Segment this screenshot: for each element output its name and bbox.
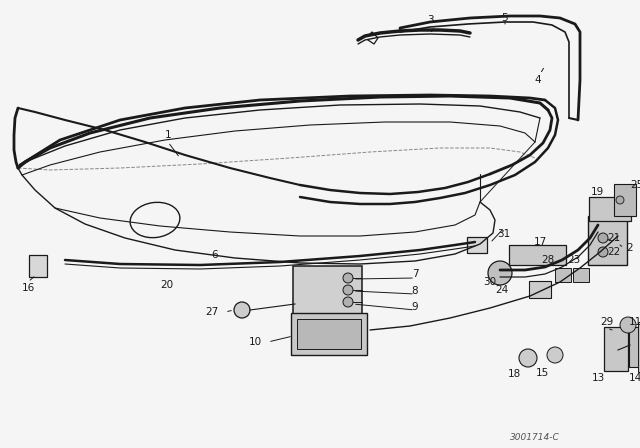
FancyBboxPatch shape xyxy=(297,319,361,349)
Circle shape xyxy=(620,317,636,333)
Text: 19: 19 xyxy=(590,187,604,197)
Circle shape xyxy=(547,347,563,363)
FancyBboxPatch shape xyxy=(588,216,627,265)
Text: 29: 29 xyxy=(600,317,614,327)
Circle shape xyxy=(343,285,353,295)
FancyBboxPatch shape xyxy=(614,184,636,216)
Text: 15: 15 xyxy=(536,368,548,378)
Text: 7: 7 xyxy=(412,269,419,279)
Circle shape xyxy=(343,273,353,283)
Text: 17: 17 xyxy=(533,237,547,247)
Circle shape xyxy=(343,297,353,307)
Circle shape xyxy=(488,261,512,285)
Text: 27: 27 xyxy=(205,307,219,317)
Text: 4: 4 xyxy=(534,75,541,85)
Text: 30: 30 xyxy=(483,277,497,287)
Text: 28: 28 xyxy=(541,255,555,265)
Text: 8: 8 xyxy=(412,286,419,296)
FancyBboxPatch shape xyxy=(604,327,628,371)
FancyBboxPatch shape xyxy=(291,313,367,355)
Text: 11: 11 xyxy=(628,317,640,327)
FancyBboxPatch shape xyxy=(293,266,362,315)
Text: 3001714-C: 3001714-C xyxy=(510,434,560,443)
Text: 3: 3 xyxy=(427,15,433,25)
Bar xyxy=(555,268,571,282)
FancyBboxPatch shape xyxy=(467,237,487,253)
Text: 9: 9 xyxy=(412,302,419,312)
Text: 31: 31 xyxy=(497,229,511,239)
FancyBboxPatch shape xyxy=(589,197,631,221)
Circle shape xyxy=(519,349,537,367)
Text: 24: 24 xyxy=(495,285,509,295)
Text: 16: 16 xyxy=(21,283,35,293)
FancyBboxPatch shape xyxy=(629,327,640,367)
Text: 1: 1 xyxy=(164,130,172,140)
Circle shape xyxy=(234,302,250,318)
FancyBboxPatch shape xyxy=(29,255,47,277)
Bar xyxy=(573,268,589,282)
Text: 14: 14 xyxy=(628,373,640,383)
Text: 5: 5 xyxy=(502,13,508,23)
Text: 6: 6 xyxy=(212,250,218,260)
Text: 22: 22 xyxy=(607,247,621,257)
Text: 18: 18 xyxy=(508,369,520,379)
FancyBboxPatch shape xyxy=(509,245,566,265)
Text: 25: 25 xyxy=(630,180,640,190)
FancyBboxPatch shape xyxy=(529,281,551,298)
Text: 23: 23 xyxy=(568,255,580,265)
Text: 13: 13 xyxy=(591,373,605,383)
Circle shape xyxy=(598,233,608,243)
Text: 10: 10 xyxy=(248,337,262,347)
Circle shape xyxy=(616,196,624,204)
Text: 21: 21 xyxy=(607,233,621,243)
Circle shape xyxy=(598,247,608,257)
Text: 20: 20 xyxy=(161,280,173,290)
Text: 2: 2 xyxy=(627,243,634,253)
Bar xyxy=(638,322,640,372)
